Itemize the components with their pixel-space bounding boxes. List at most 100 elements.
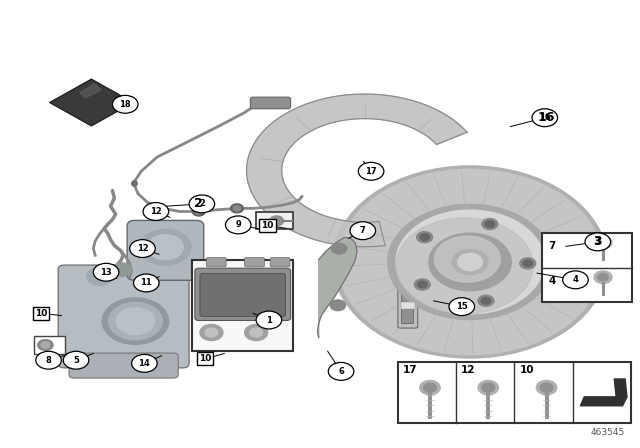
Text: 10: 10: [520, 366, 534, 375]
Circle shape: [230, 204, 243, 213]
Text: 463545: 463545: [591, 428, 625, 438]
Circle shape: [189, 195, 214, 213]
Polygon shape: [246, 94, 467, 247]
Circle shape: [330, 300, 346, 310]
Text: 3: 3: [593, 235, 602, 248]
FancyBboxPatch shape: [401, 290, 413, 323]
Circle shape: [481, 297, 491, 304]
FancyBboxPatch shape: [195, 268, 291, 320]
Text: 13: 13: [100, 268, 112, 277]
Text: 10: 10: [35, 309, 47, 318]
Text: 16: 16: [539, 113, 550, 122]
Circle shape: [116, 308, 155, 335]
Circle shape: [350, 222, 376, 240]
Circle shape: [396, 218, 533, 314]
Text: 9: 9: [236, 220, 241, 229]
Circle shape: [38, 340, 53, 350]
Polygon shape: [80, 84, 101, 98]
Text: 17: 17: [403, 366, 418, 375]
Circle shape: [93, 263, 119, 281]
Circle shape: [594, 271, 612, 284]
Circle shape: [192, 207, 205, 216]
Circle shape: [36, 351, 61, 369]
Circle shape: [328, 362, 354, 380]
Circle shape: [396, 210, 544, 314]
FancyBboxPatch shape: [250, 97, 291, 109]
Text: 15: 15: [456, 302, 468, 311]
Bar: [401, 302, 415, 309]
Circle shape: [598, 274, 608, 281]
Circle shape: [420, 380, 440, 395]
Circle shape: [109, 302, 163, 340]
Polygon shape: [614, 379, 627, 397]
Text: 7: 7: [360, 226, 365, 235]
Polygon shape: [50, 79, 133, 126]
Bar: [192, 260, 293, 351]
Circle shape: [41, 342, 50, 348]
Circle shape: [485, 221, 495, 228]
Circle shape: [225, 216, 251, 234]
Circle shape: [414, 279, 430, 290]
Text: 10: 10: [199, 354, 211, 363]
Circle shape: [540, 383, 553, 392]
Text: 16: 16: [538, 111, 556, 124]
Circle shape: [63, 351, 89, 369]
Circle shape: [478, 295, 494, 306]
Circle shape: [482, 219, 498, 230]
Circle shape: [594, 237, 612, 249]
Text: 10: 10: [262, 221, 274, 230]
Circle shape: [333, 166, 607, 358]
Polygon shape: [317, 237, 357, 338]
Circle shape: [134, 274, 159, 292]
FancyBboxPatch shape: [270, 258, 290, 267]
Circle shape: [429, 233, 511, 291]
Circle shape: [244, 324, 268, 340]
Circle shape: [435, 236, 500, 282]
Circle shape: [140, 229, 191, 265]
Bar: [398, 362, 631, 423]
FancyBboxPatch shape: [244, 258, 264, 267]
Circle shape: [532, 109, 557, 127]
Text: 12: 12: [461, 366, 476, 375]
Circle shape: [420, 234, 429, 241]
Circle shape: [113, 95, 138, 113]
Text: 8: 8: [45, 356, 51, 365]
Circle shape: [337, 169, 603, 355]
Circle shape: [132, 354, 157, 372]
Text: 5: 5: [73, 356, 79, 365]
Text: 4: 4: [548, 276, 556, 286]
Text: 1: 1: [266, 315, 272, 324]
Text: 2: 2: [195, 198, 203, 211]
Text: 12: 12: [150, 207, 162, 216]
Text: 2: 2: [199, 199, 205, 208]
Circle shape: [585, 233, 611, 251]
FancyBboxPatch shape: [58, 265, 189, 368]
Circle shape: [87, 267, 113, 285]
Text: 6: 6: [338, 367, 344, 376]
Text: 14: 14: [138, 359, 150, 368]
FancyBboxPatch shape: [200, 274, 285, 316]
Circle shape: [598, 239, 608, 246]
Circle shape: [424, 383, 436, 392]
Circle shape: [130, 240, 156, 258]
Circle shape: [523, 260, 532, 267]
Text: 4: 4: [573, 276, 579, 284]
FancyBboxPatch shape: [127, 220, 204, 280]
Circle shape: [449, 297, 474, 315]
Circle shape: [563, 271, 588, 289]
Circle shape: [536, 380, 557, 395]
Text: 11: 11: [140, 279, 152, 288]
Polygon shape: [580, 397, 627, 406]
Circle shape: [233, 206, 241, 211]
Circle shape: [417, 281, 427, 288]
Circle shape: [256, 311, 282, 329]
Circle shape: [195, 209, 202, 214]
Circle shape: [520, 258, 536, 269]
Circle shape: [269, 216, 284, 226]
FancyBboxPatch shape: [398, 283, 418, 328]
Circle shape: [250, 328, 262, 337]
Bar: [34, 336, 65, 354]
Circle shape: [452, 250, 488, 275]
Circle shape: [388, 204, 552, 319]
Circle shape: [332, 243, 347, 254]
